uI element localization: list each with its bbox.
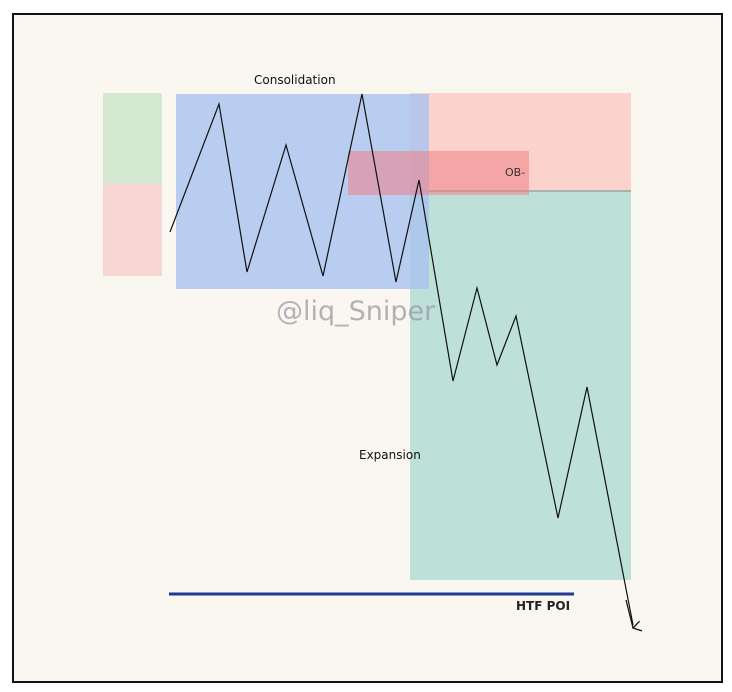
expansion-label: Expansion (359, 448, 421, 462)
watermark-text: @liq_Sniper (276, 296, 436, 327)
order-block-box (348, 151, 529, 195)
green-zone (103, 93, 162, 184)
consolidation-label: Consolidation (254, 73, 336, 87)
red-zone (103, 184, 162, 276)
price-arrow-icon (625, 599, 643, 632)
price-path (169, 93, 634, 626)
ob-label: OB- (505, 166, 525, 179)
expansion-zone (410, 191, 631, 580)
htf-poi-label: HTF POI (516, 599, 570, 613)
